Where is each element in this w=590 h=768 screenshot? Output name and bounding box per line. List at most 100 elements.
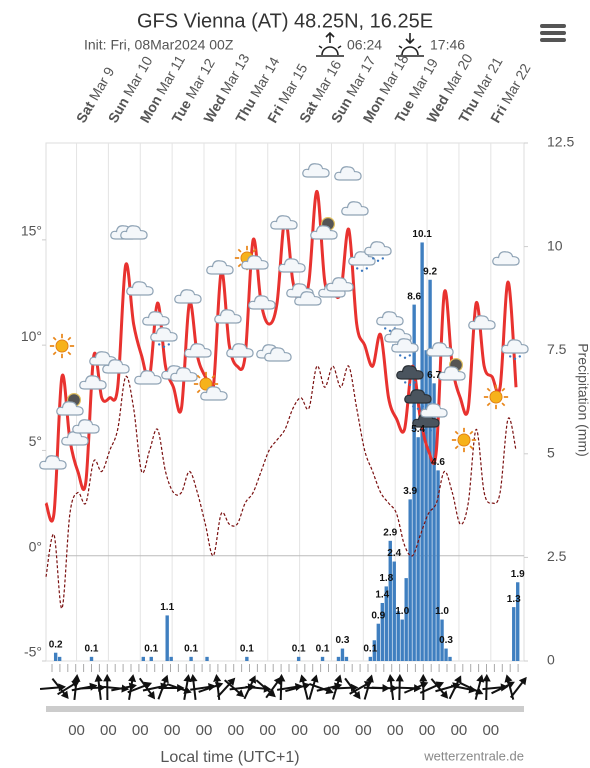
- cloud: [302, 163, 330, 178]
- hour-label: 00: [451, 722, 468, 739]
- hour-label: 00: [419, 722, 436, 739]
- sunset-time: 17:46: [430, 37, 465, 53]
- arrow-head: [482, 673, 491, 682]
- precipitation-bar: [169, 656, 173, 661]
- precipitation-bar: [53, 652, 58, 661]
- cloud: [396, 365, 424, 380]
- precipitation-bar: [392, 561, 396, 661]
- sun: [483, 384, 509, 410]
- arrow-head: [189, 674, 198, 682]
- weather-icon: [206, 260, 234, 275]
- arrow-head: [103, 673, 112, 682]
- precipitation-label: 10.1: [412, 229, 432, 240]
- arrow-head: [504, 674, 513, 683]
- precipitation-label: 6.7: [427, 370, 441, 381]
- cloud: [334, 166, 362, 181]
- cloud: [142, 311, 170, 326]
- precipitation-bar: [296, 656, 301, 661]
- hour-label: 00: [228, 722, 245, 739]
- cloud: [61, 431, 89, 446]
- weekday: Sun: [104, 94, 131, 125]
- hour-label: 00: [387, 722, 404, 739]
- precipitation-label: 1.0: [435, 606, 449, 617]
- sunrise-icon: [316, 31, 344, 57]
- cloud: [134, 370, 162, 385]
- precipitation-label: 0.1: [240, 643, 254, 654]
- precipitation-bar: [424, 350, 428, 661]
- y2-tick-label: 5: [547, 445, 555, 461]
- cloud: [184, 343, 212, 358]
- weather-icon: [134, 370, 162, 385]
- precipitation-label: 0.3: [336, 635, 350, 646]
- rain: [399, 354, 411, 359]
- precipitation-bar: [516, 582, 520, 661]
- y2-tick-label: 2.5: [547, 548, 567, 564]
- precipitation-label: 1.0: [395, 606, 409, 617]
- precipitation-label: 0.1: [292, 643, 306, 654]
- hour-label: 00: [355, 722, 372, 739]
- weather-icons: [39, 163, 529, 470]
- weather-icon: [302, 163, 330, 178]
- precipitation-bar: [408, 499, 412, 661]
- arrow-head: [334, 674, 343, 683]
- precipitation-label: 1.3: [507, 594, 521, 605]
- arrow-head: [227, 677, 236, 686]
- wind-arrow: [509, 676, 527, 699]
- hour-label: 00: [482, 722, 499, 739]
- weekday: Sat: [296, 98, 321, 125]
- arrow-head: [147, 690, 156, 700]
- arrow-head: [310, 674, 319, 683]
- sun: [451, 427, 477, 453]
- y-tick-label: 15°: [21, 223, 42, 239]
- wind-arrow: [189, 674, 198, 701]
- weather-icon: [451, 427, 477, 453]
- weekday: Fri: [264, 102, 287, 125]
- lines: [44, 189, 518, 609]
- weather-icon: [39, 455, 67, 470]
- precipitation-bar: [440, 619, 444, 661]
- labels: -5° 0° 5° 10° 15° 0 2.5 5 7.5 10 12.5 0.2 0.1 0.1 1.1 0…: [21, 134, 575, 668]
- precipitation-label: 9.2: [423, 266, 437, 277]
- weather-icon: [278, 258, 306, 273]
- arrow-head: [277, 673, 286, 682]
- precipitation-bar: [165, 615, 169, 661]
- precipitation-bar: [380, 602, 384, 661]
- cloud: [248, 295, 276, 310]
- wind-arrow: [72, 673, 81, 701]
- wind-arrow: [128, 674, 137, 701]
- weather-icon: [174, 289, 202, 304]
- rain: [356, 267, 368, 272]
- precipitation-bar: [412, 304, 416, 661]
- wind-arrow: [299, 674, 309, 700]
- precipitation-bar: [444, 648, 448, 661]
- precipitation-bar: [57, 656, 62, 661]
- wind-arrow: [474, 674, 485, 700]
- weather-icon: [184, 343, 212, 358]
- precipitation-bar: [245, 656, 249, 661]
- precipitation-label: 0.1: [184, 643, 198, 654]
- y-tick-label: 10°: [21, 328, 42, 344]
- cloud: [79, 375, 107, 390]
- weather-icon: [438, 358, 466, 381]
- wind-arrow: [386, 674, 395, 701]
- hour-label: 00: [132, 722, 149, 739]
- precipitation-bar: [400, 619, 404, 661]
- source: wetterzentrale.de: [423, 748, 524, 763]
- weekday: Sun: [327, 94, 354, 125]
- menu-button[interactable]: [540, 24, 566, 42]
- weekday: Sat: [72, 98, 97, 125]
- precipitation-bar: [436, 470, 440, 661]
- weather-icon: [49, 333, 75, 359]
- x-axis-title: Local time (UTC+1): [160, 749, 299, 766]
- cloud: [326, 277, 354, 292]
- scrollbar[interactable]: [46, 706, 524, 712]
- weather-icon: [334, 166, 362, 181]
- wind-arrow: [419, 681, 445, 694]
- cloud: [206, 260, 234, 275]
- weather-icon: [61, 431, 89, 446]
- cloud: [39, 455, 67, 470]
- weekday: Thu: [232, 95, 259, 125]
- precipitation-bar: [368, 656, 373, 661]
- precipitation-bar: [149, 656, 153, 661]
